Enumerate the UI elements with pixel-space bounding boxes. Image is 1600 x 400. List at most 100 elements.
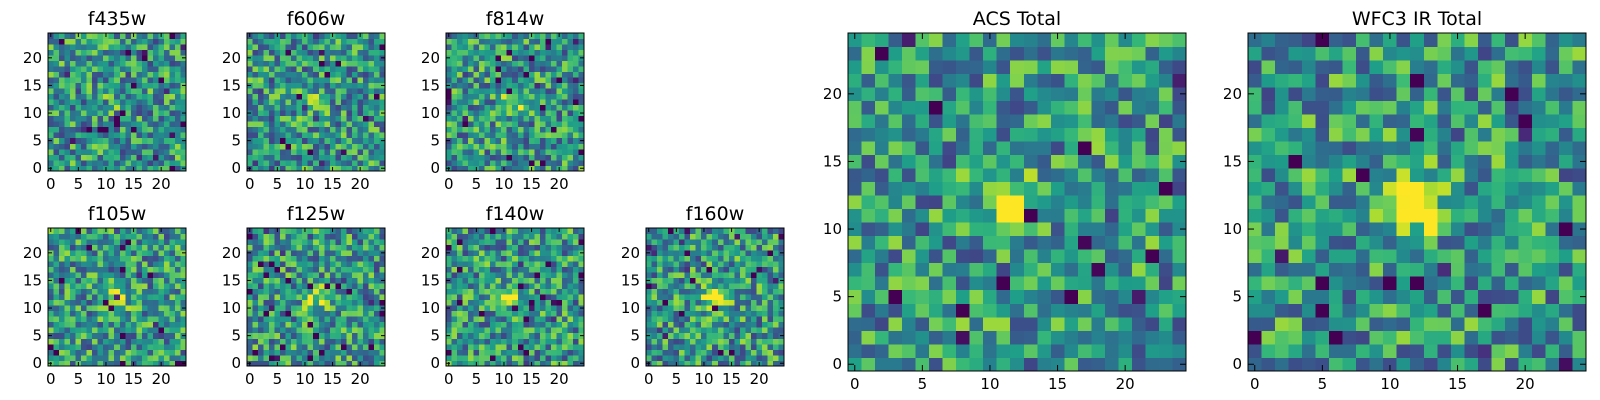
- heatmap-cell: [285, 277, 292, 284]
- heatmap-cell: [274, 126, 281, 133]
- heatmap-cell: [318, 266, 325, 273]
- heatmap-cell: [523, 310, 530, 317]
- heatmap-cell: [668, 244, 674, 251]
- heatmap-cell: [479, 115, 485, 122]
- heatmap-cell: [125, 327, 132, 334]
- heatmap-cell: [313, 321, 320, 328]
- heatmap-cell: [556, 110, 563, 117]
- heatmap-cell: [734, 316, 741, 323]
- heatmap-cell: [468, 137, 474, 144]
- heatmap-cell: [81, 71, 87, 78]
- heatmap-cell: [561, 159, 568, 166]
- heatmap-cell: [479, 354, 485, 361]
- heatmap-cell: [92, 143, 99, 150]
- heatmap-cell: [258, 137, 264, 144]
- heatmap-cell: [136, 121, 143, 128]
- heatmap-cell: [340, 332, 347, 339]
- heatmap-cell: [462, 159, 469, 166]
- heatmap-cell: [684, 316, 691, 323]
- heatmap-cell: [147, 228, 154, 234]
- heatmap-cell: [324, 299, 331, 306]
- heatmap-cell: [152, 294, 159, 301]
- heatmap-cell: [70, 49, 76, 56]
- heatmap-cell: [646, 354, 652, 361]
- heatmap-cell: [313, 244, 320, 251]
- heatmap-cell: [346, 104, 353, 111]
- heatmap-cell: [556, 60, 563, 67]
- heatmap-cell: [495, 49, 502, 56]
- heatmap-cell: [662, 255, 669, 262]
- heatmap-cell: [723, 266, 730, 273]
- heatmap-cell: [734, 261, 741, 267]
- heatmap-cell: [152, 360, 159, 367]
- y-tick-label: 5: [430, 327, 440, 345]
- heatmap-cell: [103, 104, 110, 111]
- heatmap-cell: [362, 228, 369, 234]
- heatmap-cell: [313, 159, 320, 166]
- heatmap-cell: [75, 233, 82, 240]
- heatmap-cell: [534, 132, 541, 139]
- heatmap-cell: [484, 272, 491, 279]
- heatmap-cell: [679, 261, 685, 267]
- heatmap-cell: [723, 305, 730, 312]
- heatmap-cell: [263, 332, 270, 339]
- heatmap-cell: [723, 255, 730, 262]
- heatmap-cell: [651, 316, 658, 323]
- heatmap-cell: [756, 261, 763, 267]
- heatmap-cell: [578, 126, 585, 133]
- heatmap-cell: [528, 99, 535, 106]
- heatmap-cell: [1037, 195, 1052, 210]
- heatmap-cell: [147, 55, 154, 61]
- heatmap-cell: [125, 272, 132, 279]
- heatmap-cell: [668, 310, 674, 317]
- heatmap-cell: [561, 332, 568, 339]
- heatmap-cell: [495, 343, 502, 350]
- heatmap-cell: [357, 310, 364, 317]
- heatmap-cell: [761, 343, 768, 350]
- heatmap-cell: [75, 239, 82, 245]
- heatmap-cell: [451, 148, 458, 155]
- heatmap-cell: [141, 321, 148, 328]
- heatmap-cell: [373, 261, 380, 267]
- heatmap-cell: [539, 327, 546, 334]
- heatmap-cell: [512, 148, 519, 155]
- heatmap-cell: [280, 338, 286, 345]
- heatmap-cell: [252, 82, 259, 89]
- heatmap-cell: [567, 343, 574, 350]
- heatmap-cell: [451, 360, 458, 367]
- heatmap-cell: [70, 266, 76, 273]
- heatmap-cell: [357, 44, 364, 50]
- heatmap-cell: [169, 310, 176, 317]
- heatmap-cell: [368, 316, 375, 323]
- heatmap-cell: [468, 239, 474, 245]
- heatmap-cell: [357, 88, 364, 95]
- heatmap-cell: [125, 55, 132, 61]
- heatmap-cell: [556, 132, 563, 139]
- heatmap-cell: [247, 349, 253, 356]
- heatmap-cell: [252, 93, 259, 100]
- heatmap-cell: [340, 255, 347, 262]
- heatmap-cell: [1104, 330, 1119, 345]
- heatmap-cell: [291, 82, 298, 89]
- heatmap-cell: [351, 93, 358, 100]
- heatmap-cell: [468, 99, 474, 106]
- heatmap-cell: [728, 332, 735, 339]
- heatmap-cell: [174, 354, 181, 361]
- heatmap-cell: [48, 233, 54, 240]
- heatmap-cell: [75, 38, 82, 45]
- heatmap-cell: [357, 266, 364, 273]
- y-tick-label: 15: [621, 271, 640, 289]
- heatmap-cell: [81, 272, 87, 279]
- heatmap-cell: [673, 321, 680, 328]
- heatmap-cell: [717, 299, 724, 306]
- heatmap-cell: [263, 261, 270, 267]
- heatmap-cell: [767, 305, 774, 312]
- heatmap-cell: [141, 115, 148, 122]
- heatmap-cell: [695, 310, 702, 317]
- heatmap-cell: [969, 330, 984, 345]
- heatmap-cell: [712, 360, 719, 367]
- heatmap-cell: [324, 49, 331, 56]
- heatmap-cell: [296, 310, 303, 317]
- heatmap-cell: [501, 99, 508, 106]
- heatmap-cell: [506, 165, 513, 172]
